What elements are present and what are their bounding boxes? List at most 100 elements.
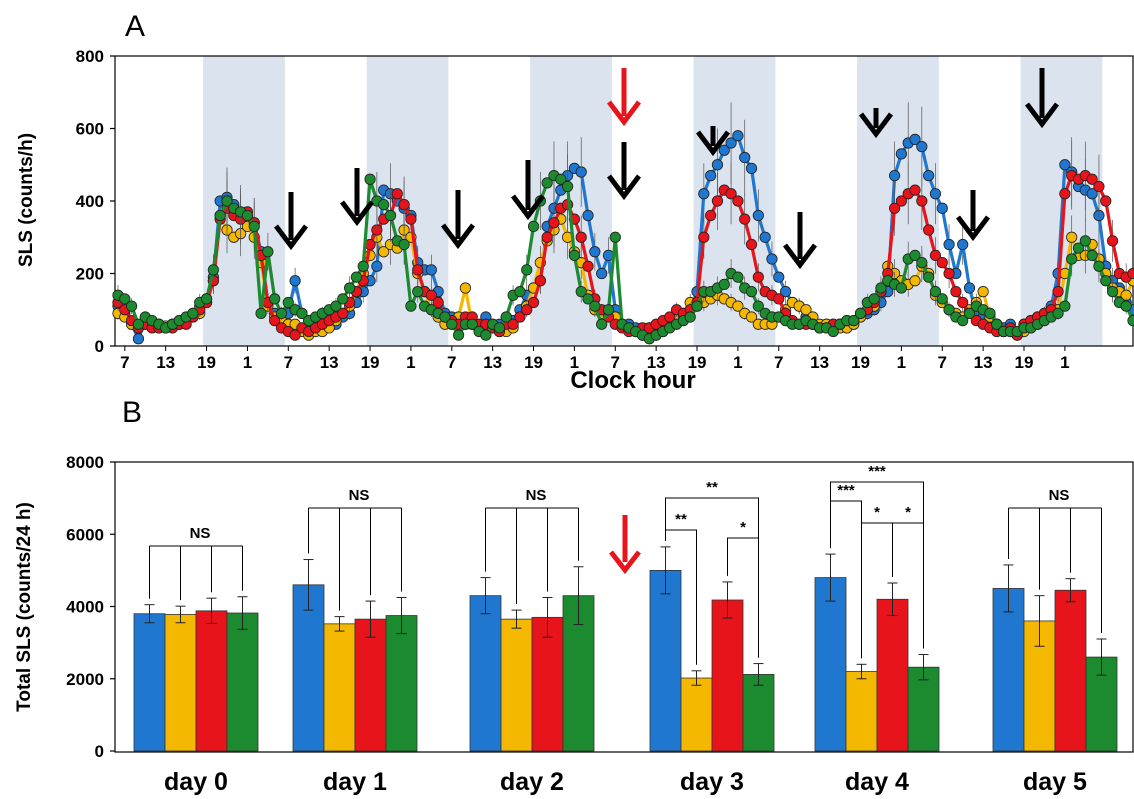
data-point xyxy=(255,307,267,319)
significance-label: * xyxy=(874,504,880,521)
data-point xyxy=(466,318,478,330)
data-point xyxy=(984,307,996,319)
x-tick-label-a: 7 xyxy=(120,353,129,372)
bar xyxy=(500,618,533,752)
data-point xyxy=(337,307,349,319)
data-point xyxy=(439,311,451,323)
x-tick-label-a: 19 xyxy=(197,353,216,372)
bar xyxy=(1054,589,1087,752)
data-point xyxy=(132,333,145,345)
data-point xyxy=(909,184,921,196)
data-point xyxy=(957,315,969,327)
data-point xyxy=(732,130,744,142)
x-tick-label-a: 1 xyxy=(406,353,415,372)
data-point xyxy=(888,202,901,214)
bar xyxy=(354,618,387,752)
bar xyxy=(814,577,847,752)
y-axis-title-b: Total SLS (counts/24 h) xyxy=(14,502,35,712)
bar xyxy=(742,674,775,752)
x-category-label: day 1 xyxy=(323,768,387,796)
y-tick-label-a: 800 xyxy=(76,47,104,66)
data-point xyxy=(711,159,724,171)
data-point xyxy=(745,311,758,323)
data-point xyxy=(1100,275,1112,287)
data-point xyxy=(963,282,976,294)
arrow-head xyxy=(1025,102,1059,129)
data-point xyxy=(541,177,553,189)
x-tick-label-a: 13 xyxy=(810,353,829,372)
data-point xyxy=(1059,300,1071,312)
data-point xyxy=(1086,188,1098,200)
bar xyxy=(133,613,166,752)
data-point xyxy=(269,315,281,327)
arrows xyxy=(274,68,1059,270)
data-point xyxy=(766,253,778,265)
bracket-pair: * xyxy=(727,519,759,658)
data-point xyxy=(575,166,587,178)
data-point xyxy=(950,286,962,298)
data-point xyxy=(739,151,751,164)
data-point xyxy=(1127,267,1134,280)
x-tick-label-a: 19 xyxy=(688,353,707,372)
panel-a-letter: A xyxy=(125,10,145,43)
data-point xyxy=(752,209,764,222)
data-point xyxy=(555,173,567,185)
bars xyxy=(133,546,1118,752)
plot-frame-b xyxy=(114,461,1134,753)
x-axis-ticks-a: 7 13 19 1 7 13 19 1 7 13 19 1 7 13 19 1 7 13 19 1 7 13 19 1 xyxy=(120,346,1070,372)
x-tick-label-a: 19 xyxy=(851,353,870,372)
bracket-line xyxy=(892,522,924,649)
data-point xyxy=(119,293,131,305)
data-point xyxy=(923,271,935,283)
arrow-head xyxy=(696,130,730,157)
data-point xyxy=(364,173,376,185)
x-tick-label-a: 1 xyxy=(243,353,252,372)
data-point xyxy=(596,318,608,330)
data-point xyxy=(241,209,254,222)
data-point xyxy=(1106,286,1119,298)
data-point xyxy=(1106,235,1119,247)
data-point xyxy=(548,217,560,229)
significance-label: NS xyxy=(526,487,547,504)
bracket-comb: NS xyxy=(149,525,243,601)
y-tick-label-b: 0 xyxy=(95,742,104,761)
data-point xyxy=(609,231,621,243)
data-point xyxy=(991,318,1003,330)
data-point xyxy=(1086,249,1098,261)
bracket-line xyxy=(727,537,759,658)
black-arrow xyxy=(956,190,990,242)
data-point xyxy=(405,213,417,225)
data-point xyxy=(207,264,219,276)
data-point xyxy=(1093,180,1105,193)
panel-a-chart: A 0 200 400 600 800 7 13 19 1 7 13 19 1 7 13 19 1 7 13 19 1… xyxy=(16,10,1134,394)
bracket-comb: NS xyxy=(1008,487,1102,634)
black-arrow xyxy=(441,190,475,250)
data-point xyxy=(923,224,935,236)
data-point xyxy=(895,282,907,294)
black-arrow xyxy=(859,108,893,139)
y-tick-label-a: 400 xyxy=(76,192,104,211)
data-point xyxy=(1127,315,1134,327)
bar xyxy=(711,599,744,752)
data-point xyxy=(1052,307,1064,319)
data-point xyxy=(248,220,260,232)
data-point xyxy=(459,282,472,294)
bracket-comb: NS xyxy=(308,487,402,611)
data-point xyxy=(943,238,955,251)
data-point xyxy=(1079,235,1091,247)
data-point xyxy=(923,170,935,182)
data-point xyxy=(1059,159,1071,171)
data-point xyxy=(936,293,948,305)
data-point xyxy=(398,238,410,251)
data-point xyxy=(378,246,390,258)
data-point xyxy=(282,296,294,309)
bracket-pair: * xyxy=(892,504,924,649)
x-category-label: day 3 xyxy=(680,768,744,796)
series-lines xyxy=(112,102,1134,345)
data-point xyxy=(582,260,594,272)
data-point xyxy=(432,296,444,309)
data-point xyxy=(269,293,281,305)
arrow-head xyxy=(956,215,990,242)
data-point xyxy=(854,307,867,319)
